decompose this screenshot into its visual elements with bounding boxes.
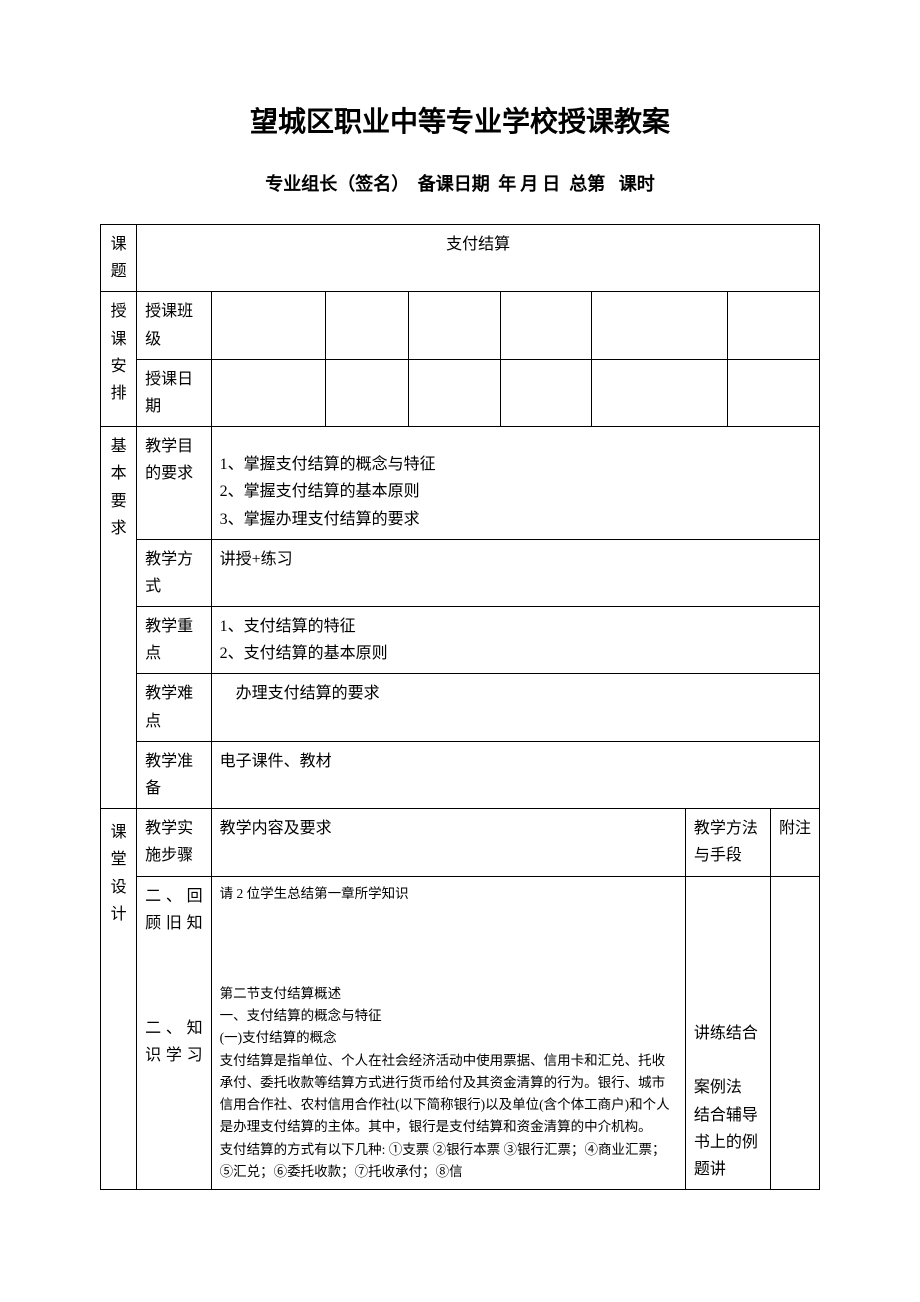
page-title: 望城区职业中等专业学校授课教案: [100, 100, 820, 140]
arrange-row-label: 授课安排: [101, 292, 137, 427]
class-label: 授课班级: [137, 292, 211, 359]
keypoint-value: 1、支付结算的特征 2、支付结算的基本原则: [211, 607, 819, 674]
method-label: 教学方式: [137, 539, 211, 606]
arrange-label-text: 授课安排: [109, 298, 128, 407]
basic-row-label: 基本要求: [101, 427, 137, 809]
objective-label: 教学目的要求: [137, 427, 211, 540]
day-label: 日: [542, 174, 560, 194]
date-label: 授课日期: [137, 359, 211, 426]
steps-content-cell: 请 2 位学生总结第一章所学知识 第二节支付结算概述 一、支付结算的概念与特征 …: [211, 876, 685, 1190]
period-label: 课时: [619, 174, 655, 194]
step2-label: 二、知识学习: [145, 1015, 202, 1069]
design-label-text: 课堂设计: [109, 819, 128, 928]
topic-label-text: 课题: [109, 231, 128, 285]
topic-row-label: 课题: [101, 225, 137, 292]
prepare-label: 教学准备: [137, 741, 211, 808]
step2-content: 第二节支付结算概述 一、支付结算的概念与特征 (一)支付结算的概念 支付结算是指…: [220, 983, 677, 1183]
difficulty-value: 办理支付结算的要求: [211, 674, 819, 741]
total-label: 总第: [569, 174, 605, 194]
step-label: 教学实施步骤: [137, 809, 211, 876]
difficulty-label: 教学难点: [137, 674, 211, 741]
note-label: 附注: [770, 809, 819, 876]
lesson-plan-table: 课题 支付结算 授课安排 授课班级 授课日期 基本要求 教学目的要求 1、掌握支…: [100, 224, 820, 1190]
subtitle-line: 专业组长（签名） 备课日期 年月日 总第 课时: [100, 170, 820, 196]
prepdate-label: 备课日期: [418, 174, 490, 194]
date-cell-3: [409, 359, 500, 426]
class-cell-4: [500, 292, 591, 359]
date-cell-6: [728, 359, 820, 426]
design-row-label: 课堂设计: [101, 809, 137, 1190]
steps-cell: 二、回顾旧知 二、知识学习: [137, 876, 211, 1190]
method-value: 讲授+练习: [211, 539, 819, 606]
leader-label: 专业组长（签名）: [265, 174, 409, 194]
date-cell-2: [326, 359, 409, 426]
class-cell-3: [409, 292, 500, 359]
date-cell-4: [500, 359, 591, 426]
date-cell-1: [211, 359, 326, 426]
teach-method-cell: 讲练结合 案例法 结合辅导书上的例题讲: [685, 876, 770, 1190]
date-cell-5: [592, 359, 728, 426]
keypoint-label: 教学重点: [137, 607, 211, 674]
month-label: 月: [520, 174, 538, 194]
class-cell-2: [326, 292, 409, 359]
class-cell-1: [211, 292, 326, 359]
step1-content: 请 2 位学生总结第一章所学知识: [220, 883, 677, 905]
prepare-value: 电子课件、教材: [211, 741, 819, 808]
step1-label: 二、回顾旧知: [145, 883, 202, 937]
basic-label-text: 基本要求: [109, 433, 128, 542]
teach-method-label: 教学方法与手段: [685, 809, 770, 876]
note-cell: [770, 876, 819, 1190]
class-cell-6: [728, 292, 820, 359]
objective-value: 1、掌握支付结算的概念与特征 2、掌握支付结算的基本原则 3、掌握办理支付结算的…: [211, 427, 819, 540]
year-label: 年: [498, 174, 516, 194]
class-cell-5: [592, 292, 728, 359]
content-req-label: 教学内容及要求: [211, 809, 685, 876]
topic-value: 支付结算: [137, 225, 820, 292]
